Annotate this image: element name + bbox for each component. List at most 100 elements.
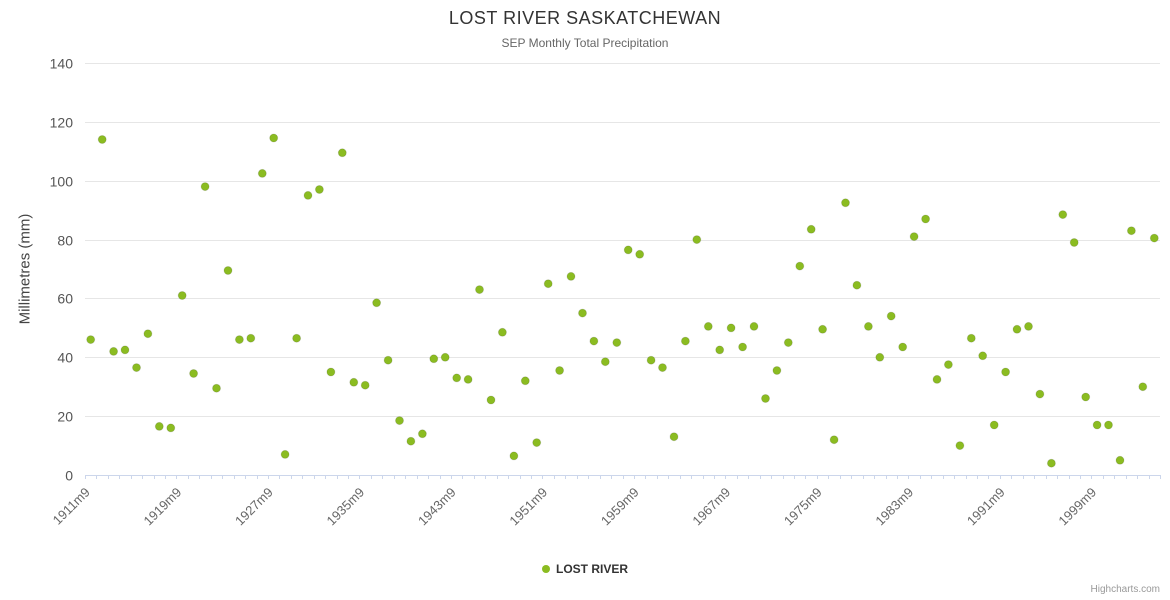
data-point[interactable] <box>349 377 359 387</box>
data-point[interactable] <box>417 429 427 439</box>
data-point[interactable] <box>532 438 542 448</box>
data-point[interactable] <box>189 369 199 378</box>
data-point[interactable] <box>772 366 782 375</box>
data-point[interactable] <box>566 271 576 281</box>
data-point[interactable] <box>669 432 679 442</box>
data-point[interactable] <box>978 351 988 361</box>
data-point[interactable] <box>177 291 187 300</box>
x-axis-tick-label: 1943m9 <box>415 485 459 529</box>
data-point[interactable] <box>1104 420 1113 430</box>
data-point[interactable] <box>612 338 622 348</box>
data-point[interactable] <box>143 329 153 339</box>
data-point[interactable] <box>166 423 176 433</box>
data-point[interactable] <box>680 336 690 346</box>
data-point[interactable] <box>692 235 702 245</box>
data-point[interactable] <box>154 421 164 431</box>
data-point[interactable] <box>1081 392 1091 402</box>
data-point[interactable] <box>658 363 667 373</box>
data-point[interactable] <box>97 135 107 144</box>
data-point[interactable] <box>1149 233 1159 243</box>
data-point[interactable] <box>578 308 587 318</box>
data-point[interactable] <box>715 345 725 355</box>
y-axis-tick-label: 120 <box>50 115 74 131</box>
data-point[interactable] <box>761 394 770 403</box>
data-point[interactable] <box>1138 382 1148 392</box>
data-point[interactable] <box>292 333 302 343</box>
data-point[interactable] <box>818 324 828 334</box>
data-point[interactable] <box>120 345 130 355</box>
data-point[interactable] <box>703 321 713 331</box>
data-point[interactable] <box>109 346 119 356</box>
data-point[interactable] <box>463 374 473 384</box>
data-point[interactable] <box>475 285 484 295</box>
data-point[interactable] <box>406 436 416 446</box>
data-point[interactable] <box>749 321 759 331</box>
data-point[interactable] <box>1046 458 1056 468</box>
data-point[interactable] <box>337 148 347 158</box>
x-axis-tick-label: 1999m9 <box>1055 485 1099 529</box>
data-point[interactable] <box>795 261 805 271</box>
data-point[interactable] <box>623 245 633 255</box>
data-point[interactable] <box>1024 321 1033 331</box>
legend-item-lost-river[interactable]: LOST RIVER <box>541 562 628 576</box>
data-point[interactable] <box>555 366 565 375</box>
data-point[interactable] <box>966 333 976 343</box>
data-point[interactable] <box>646 355 656 365</box>
data-point[interactable] <box>852 280 862 290</box>
data-point[interactable] <box>726 323 736 333</box>
data-point[interactable] <box>932 374 942 384</box>
data-point[interactable] <box>303 190 313 200</box>
data-point[interactable] <box>372 298 382 308</box>
data-point[interactable] <box>246 333 256 343</box>
data-point[interactable] <box>909 232 919 242</box>
data-point[interactable] <box>1069 238 1079 247</box>
data-point[interactable] <box>132 363 141 373</box>
data-point[interactable] <box>1001 367 1011 377</box>
highcharts-credits-link[interactable]: Highcharts.com <box>1090 584 1160 595</box>
data-point[interactable] <box>200 182 210 192</box>
data-point[interactable] <box>600 357 610 367</box>
data-point[interactable] <box>86 335 96 345</box>
data-point[interactable] <box>806 224 816 234</box>
data-point[interactable] <box>898 342 908 352</box>
data-point[interactable] <box>509 451 519 461</box>
data-point[interactable] <box>886 311 896 321</box>
data-point[interactable] <box>383 355 393 365</box>
data-point[interactable] <box>223 266 233 275</box>
data-point[interactable] <box>429 354 439 364</box>
data-point[interactable] <box>635 249 645 259</box>
data-point[interactable] <box>360 380 370 390</box>
data-point[interactable] <box>875 352 885 362</box>
data-point[interactable] <box>1092 420 1102 430</box>
data-point[interactable] <box>520 376 530 386</box>
data-point[interactable] <box>326 367 336 377</box>
data-point[interactable] <box>1115 455 1125 465</box>
data-point[interactable] <box>452 373 462 383</box>
data-point[interactable] <box>269 133 279 143</box>
data-point[interactable] <box>280 449 290 459</box>
data-point[interactable] <box>955 441 965 451</box>
data-point[interactable] <box>989 420 999 430</box>
data-point[interactable] <box>829 435 839 445</box>
data-point[interactable] <box>314 185 324 194</box>
data-point[interactable] <box>863 321 873 331</box>
data-point[interactable] <box>783 338 793 348</box>
data-point[interactable] <box>1126 226 1136 236</box>
data-point[interactable] <box>1035 389 1045 399</box>
data-point[interactable] <box>486 395 496 405</box>
data-point[interactable] <box>497 327 507 337</box>
data-point[interactable] <box>234 335 244 345</box>
data-point[interactable] <box>921 214 931 224</box>
data-point[interactable] <box>738 342 748 352</box>
data-point[interactable] <box>212 383 221 393</box>
data-point[interactable] <box>440 352 450 362</box>
data-point[interactable] <box>1058 210 1068 220</box>
data-point[interactable] <box>841 198 850 208</box>
data-point[interactable] <box>943 360 953 370</box>
data-point[interactable] <box>1012 324 1022 334</box>
y-axis-tick-label: 140 <box>50 56 74 72</box>
data-point[interactable] <box>589 336 599 346</box>
data-point[interactable] <box>257 168 267 178</box>
data-point[interactable] <box>543 279 553 289</box>
data-point[interactable] <box>395 416 404 426</box>
